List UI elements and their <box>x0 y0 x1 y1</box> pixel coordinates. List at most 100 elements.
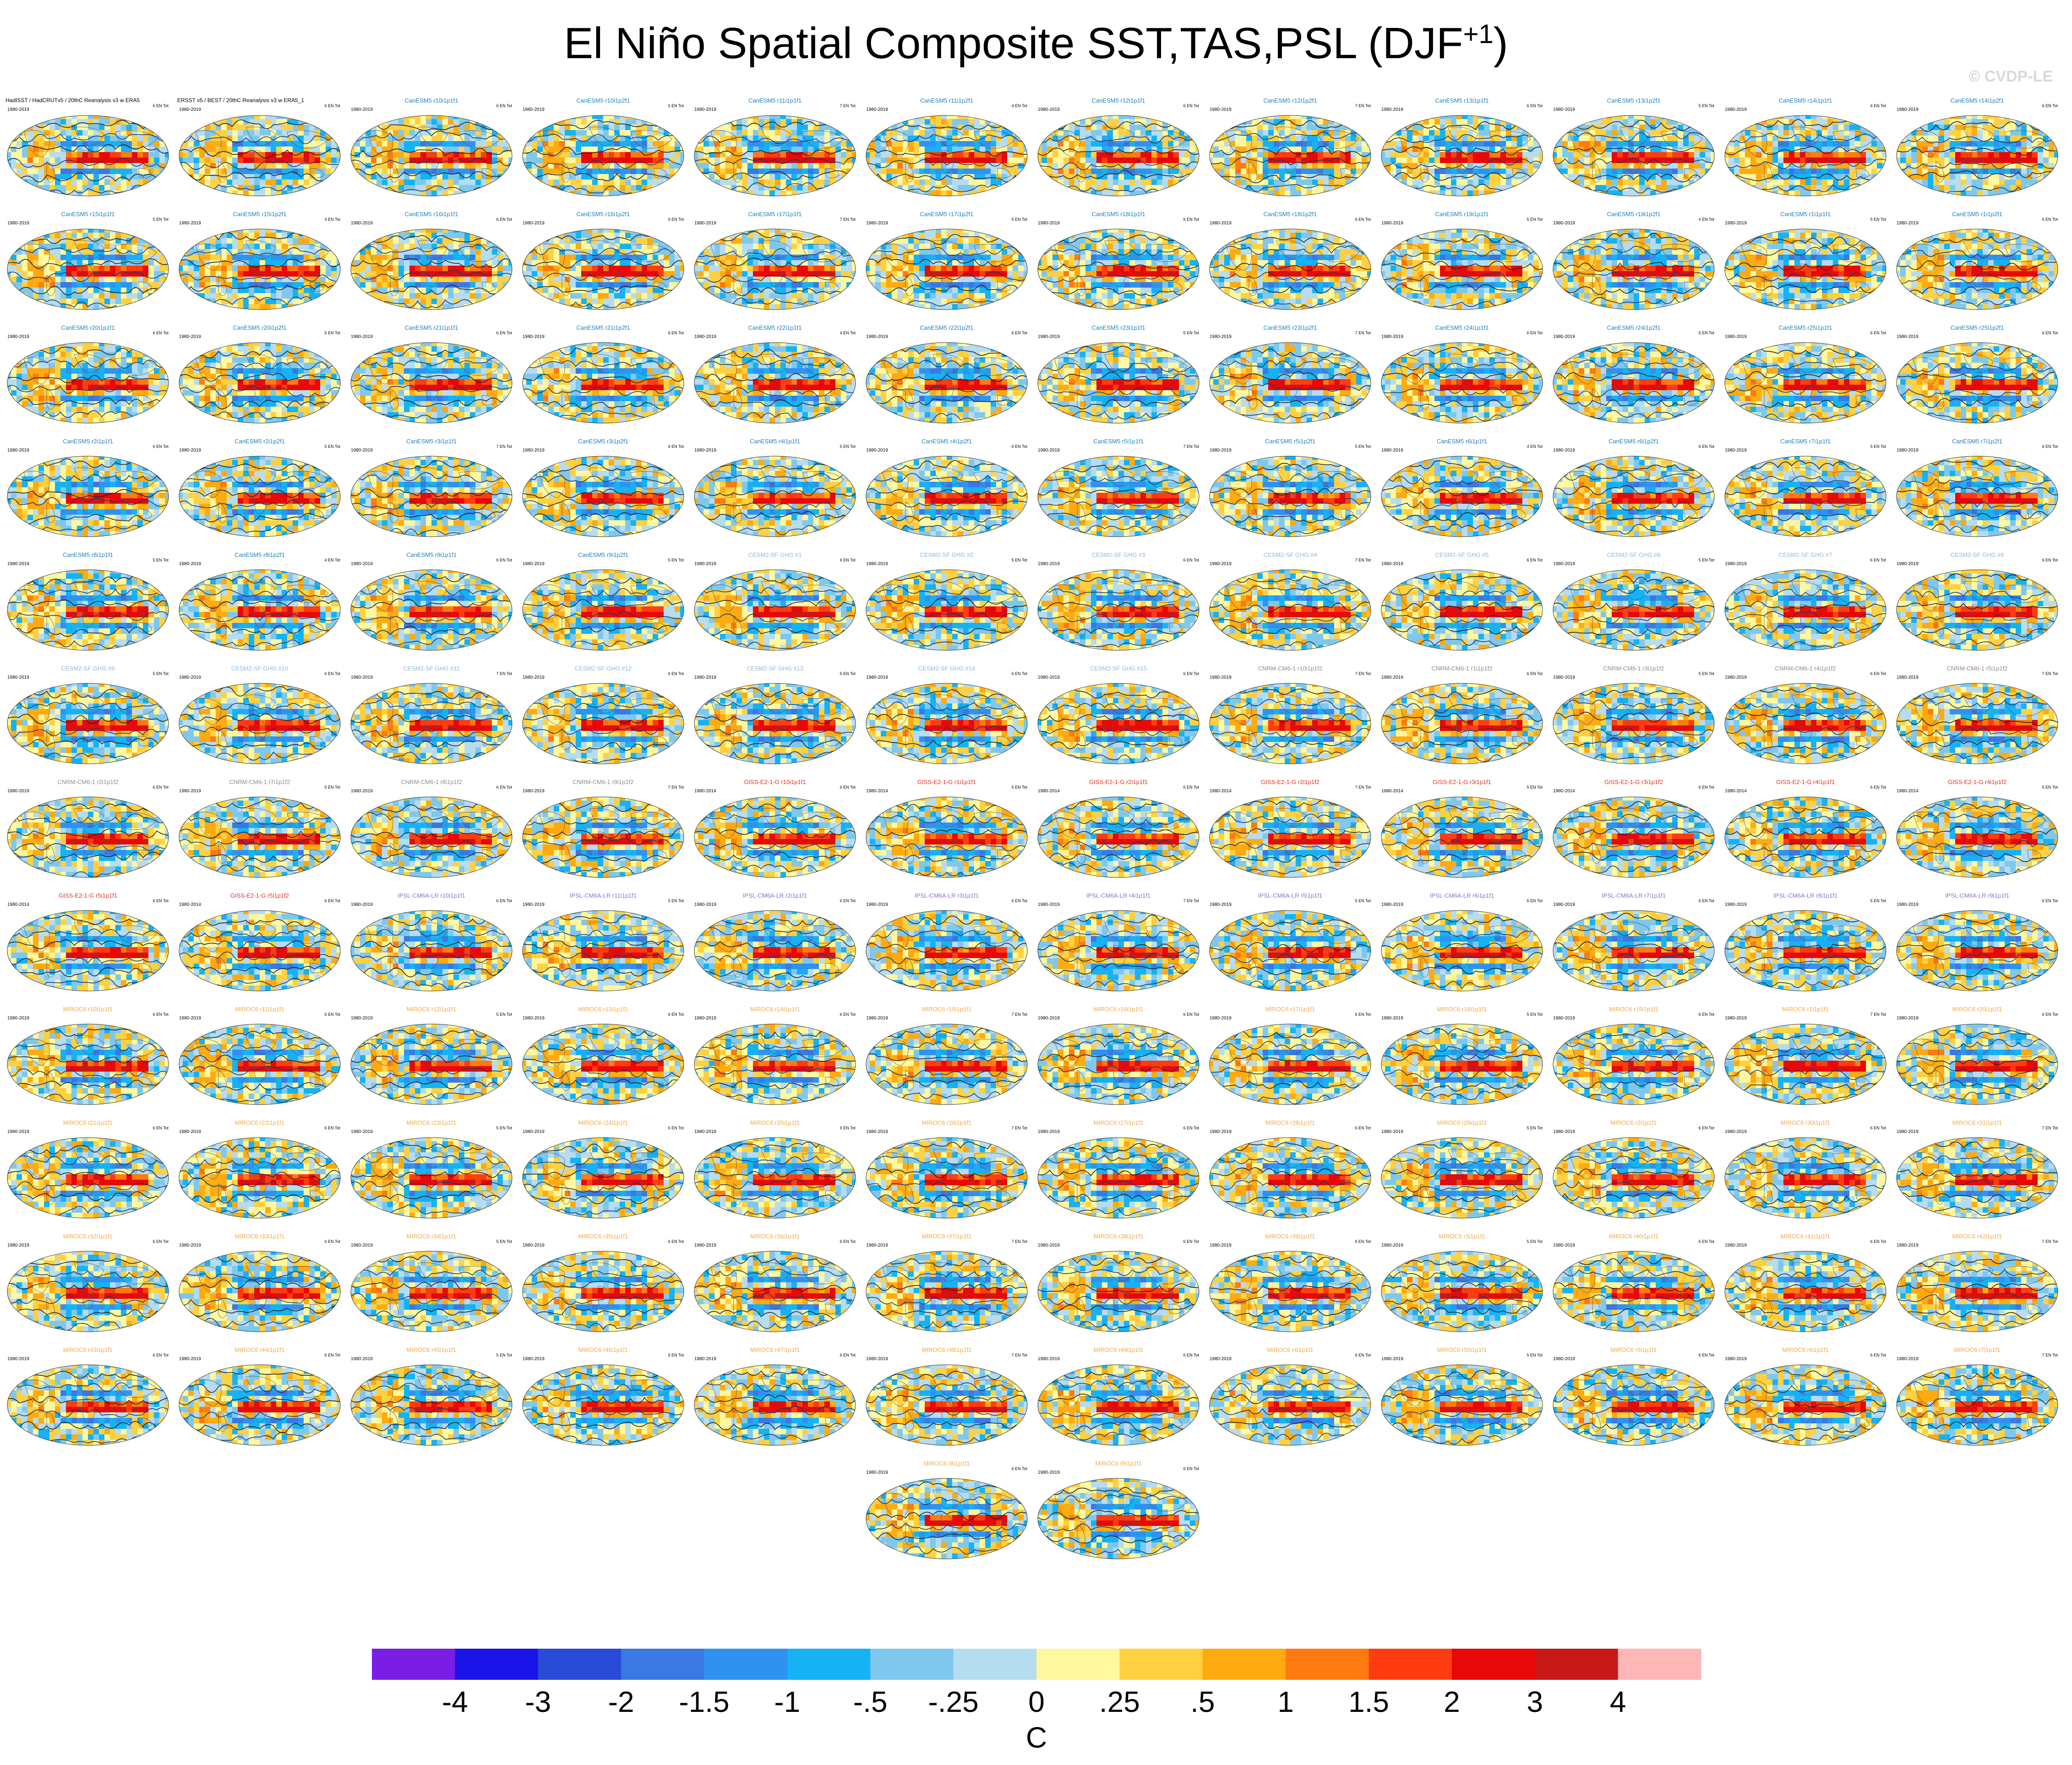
map-panel: CNRM-CM6-1 r7i1p1f2 1980-2019 5 EN Tot <box>177 779 342 881</box>
colorbar-tick-label: 2 <box>1444 1685 1460 1718</box>
panel-years: 1980-2019 <box>1725 675 1747 680</box>
panel-years: 1980-2019 <box>523 1016 545 1021</box>
panel-years: 1980-2014 <box>1725 789 1747 794</box>
anomaly-map <box>692 1249 857 1334</box>
colorbar-tick-label: 1 <box>1277 1685 1294 1718</box>
panel-years: 1980-2019 <box>1038 1129 1060 1134</box>
panel-years: 1980-2019 <box>1381 561 1403 567</box>
anomaly-map <box>1208 1249 1373 1334</box>
panel-event-count: 6 EN Tot <box>1527 671 1543 676</box>
map-panel: CESM2-SF GHG #15 1980-2019 6 EN Tot <box>1036 665 1201 768</box>
panel-event-count: 6 EN Tot <box>1699 1353 1714 1357</box>
panel-years: 1980-2019 <box>523 1356 545 1362</box>
panel-years: 1980-2019 <box>1725 561 1747 567</box>
colorbar-swatch <box>1286 1649 1369 1680</box>
map-panel: CanESM5 r22i1p2f1 1980-2019 6 EN Tot <box>864 324 1029 427</box>
panel-years: 1980-2019 <box>7 1356 29 1362</box>
panel-title: IPSL-CM6A-LR r3i1p1f1 <box>864 892 1029 899</box>
anomaly-map <box>1723 1136 1888 1220</box>
panel-title: GISS-E2-1-G r2i1p1f2 <box>1208 779 1373 785</box>
panel-event-count: 7 EN Tot <box>1355 785 1371 790</box>
panel-title: CNRM-CM6-1 r9i1p1f2 <box>521 779 686 785</box>
panel-event-count: 7 EN Tot <box>1355 671 1371 676</box>
map-panel: MIROC6 r24i1p1f1 1980-2019 6 EN Tot <box>521 1119 686 1222</box>
map-panel: IPSL-CM6A-LR r7i1p1f1 1980-2019 6 EN Tot <box>1551 892 1716 995</box>
panel-title: CNRM-CM6-1 r5i1p1f2 <box>1895 665 2060 672</box>
anomaly-map <box>5 1249 170 1334</box>
map-panel: CNRM-CM6-1 r3i1p1f2 1980-2019 5 EN Tot <box>1551 665 1716 768</box>
panel-event-count: 5 EN Tot <box>496 1126 512 1130</box>
panel-years: 1980-2014 <box>866 789 888 794</box>
anomaly-map <box>177 114 342 198</box>
anomaly-map <box>177 1249 342 1334</box>
panel-event-count: 6 EN Tot <box>2042 217 2058 222</box>
panel-title: MIROC6 r49i1p1f1 <box>1036 1346 1201 1353</box>
panel-event-count: 7 EN Tot <box>1012 1239 1027 1244</box>
map-panel: CanESM5 r11i1p1f1 1980-2019 7 EN Tot <box>692 97 857 200</box>
map-panel: HadISST / HadCRUTv5 / 20thC Reanalysis v… <box>5 97 170 200</box>
panel-title: CNRM-CM6-1 r2i1p1f2 <box>5 779 170 785</box>
panel-title: CanESM5 r7i1p2f1 <box>1895 438 2060 445</box>
panel-title: CanESM5 r4i1p1f1 <box>692 438 857 445</box>
panel-title: CanESM5 r6i1p1f1 <box>1380 438 1544 445</box>
map-panel: GISS-E2-1-G r2i1p1f1 1980-2014 6 EN Tot <box>1036 779 1201 881</box>
anomaly-map <box>1036 341 1201 425</box>
map-panel: CanESM5 r25i1p2f1 1980-2019 6 EN Tot <box>1895 324 2060 427</box>
map-panel: CanESM5 r6i1p2f1 1980-2019 6 EN Tot <box>1551 438 1716 540</box>
colorbar-swatch <box>787 1649 871 1680</box>
panel-years: 1980-2019 <box>1038 1356 1060 1362</box>
panel-event-count: 5 EN Tot <box>1699 331 1714 335</box>
panel-years: 1980-2019 <box>1725 1129 1747 1134</box>
map-panel: IPSL-CM6A-LR r10i1p1f1 1980-2019 6 EN Tot <box>349 892 514 995</box>
panel-years: 1980-2019 <box>1210 1356 1232 1362</box>
anomaly-map <box>5 114 170 198</box>
panel-years: 1980-2019 <box>351 561 373 567</box>
panel-years: 1980-2019 <box>866 221 888 226</box>
panel-years: 1980-2019 <box>523 221 545 226</box>
panel-event-count: 6 EN Tot <box>496 217 512 222</box>
panel-title: MIROC6 r2i1p1f1 <box>1551 1119 1716 1126</box>
panel-years: 1980-2019 <box>1210 902 1232 907</box>
anomaly-map <box>1380 1022 1544 1106</box>
anomaly-map <box>692 568 857 652</box>
map-panel: ERSST v5 / BEST / 20thC Reanalysis v3 w … <box>177 97 342 200</box>
colorbar-swatch <box>1369 1649 1452 1680</box>
panel-years: 1980-2019 <box>1553 1129 1575 1134</box>
panel-years: 1980-2019 <box>1553 675 1575 680</box>
panel-years: 1980-2019 <box>866 1129 888 1134</box>
anomaly-map <box>349 568 514 652</box>
panel-years: 1980-2019 <box>1210 561 1232 567</box>
panel-title: MIROC6 r37i1p1f1 <box>864 1233 1029 1240</box>
panel-event-count: 6 EN Tot <box>1870 1126 1886 1130</box>
panel-event-count: 6 EN Tot <box>2042 558 2058 562</box>
panel-title: CanESM5 r10i1p2f1 <box>521 97 686 104</box>
panel-event-count: 4 EN Tot <box>325 217 340 222</box>
panel-title: MIROC6 r22i1p1f1 <box>177 1119 342 1126</box>
panel-event-count: 5 EN Tot <box>840 671 856 676</box>
panel-years: 1980-2019 <box>1381 902 1403 907</box>
map-panel: MIROC6 r25i1p1f1 1980-2019 6 EN Tot <box>692 1119 857 1222</box>
panel-years: 1980-2019 <box>1553 107 1575 112</box>
anomaly-map <box>177 341 342 425</box>
map-panel: MIROC6 r3i1p1f1 1980-2019 5 EN Tot <box>1380 1233 1544 1335</box>
panel-event-count: 6 EN Tot <box>325 104 340 108</box>
panel-event-count: 6 EN Tot <box>496 899 512 903</box>
panel-years: 1980-2019 <box>7 1016 29 1021</box>
panel-years: 1980-2019 <box>1725 1356 1747 1362</box>
panel-event-count: 6 EN Tot <box>1699 899 1714 903</box>
panel-title: CanESM5 r4i1p2f1 <box>864 438 1029 445</box>
panel-years: 1980-2019 <box>1210 334 1232 339</box>
panel-title: MIROC6 r38i1p1f1 <box>1036 1233 1201 1240</box>
panel-event-count: 6 EN Tot <box>496 104 512 108</box>
map-panel: CESM2-SF GHG #4 1980-2019 7 EN Tot <box>1208 551 1373 654</box>
panel-event-count: 6 EN Tot <box>153 785 169 790</box>
map-panel: CESM2-SF GHG #1 1980-2019 6 EN Tot <box>692 551 857 654</box>
panel-event-count: 6 EN Tot <box>1870 785 1886 790</box>
panel-title: IPSL-CM6A-LR r4i1p1f1 <box>1036 892 1201 899</box>
panel-event-count: 4 EN Tot <box>1870 104 1886 108</box>
panel-event-count: 6 EN Tot <box>496 785 512 790</box>
anomaly-map <box>521 1249 686 1334</box>
map-panel: CanESM5 r23i1p2f1 1980-2019 7 EN Tot <box>1208 324 1373 427</box>
panel-title: CanESM5 r16i1p1f1 <box>349 211 514 218</box>
panel-event-count: 5 EN Tot <box>1870 444 1886 449</box>
